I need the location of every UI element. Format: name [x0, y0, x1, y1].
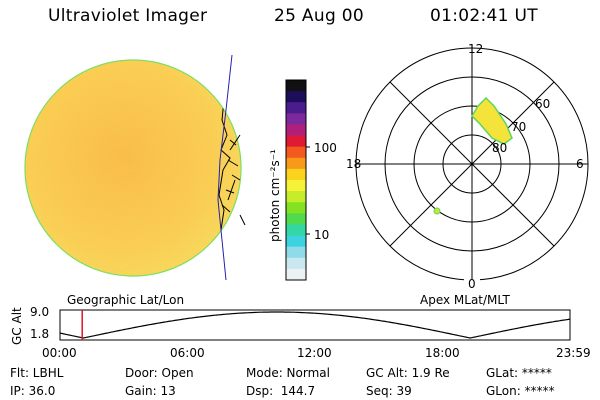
altitude-curve [59, 311, 571, 339]
colorbar-stripe [286, 213, 306, 225]
colorbar-stripe [286, 135, 306, 148]
colorbar-stripe [286, 124, 306, 137]
colorbar-stripe [286, 246, 306, 259]
instrument-title: Ultraviolet Imager [48, 6, 208, 26]
terminator-line [217, 54, 233, 281]
colorbar-stripe [286, 257, 306, 270]
colorbar-stripe [286, 202, 306, 214]
colorbar-stripe [286, 180, 306, 192]
altitude-ytick-9: 9.0 [30, 305, 50, 319]
colorbar-stripe [286, 157, 306, 170]
altitude-xtick-3: 18:00 [425, 346, 460, 360]
coastline [218, 99, 231, 246]
image-date: 25 Aug 00 [274, 6, 364, 26]
colorbar-stripe [286, 113, 306, 125]
colorbar-stripe [286, 80, 306, 92]
info-dsp: Dsp: 144.7 [246, 384, 316, 398]
apex-caption: Apex MLat/MLT [420, 293, 510, 307]
lat-label-60: 60 [535, 97, 551, 111]
altitude-xtick-2: 12:00 [297, 346, 332, 360]
altitude-ylabel: GC Alt [10, 307, 24, 345]
info-mode: Mode: Normal [246, 366, 330, 380]
info-door: Door: Open [125, 366, 194, 380]
info-seq: Seq: 39 [366, 384, 412, 398]
lat-label-80: 80 [492, 141, 508, 155]
colorbar-stripe [286, 102, 306, 114]
image-time: 01:02:41 UT [430, 6, 538, 26]
info-gain: Gain: 13 [125, 384, 176, 398]
polar-plot [355, 47, 589, 292]
colorbar-stripe [286, 168, 306, 181]
colorbar-tick-100: 100 [314, 141, 337, 155]
colorbar-unit-label: photon cm⁻²s⁻¹ [268, 149, 282, 242]
mlt-label-0: 0 [468, 277, 476, 291]
mlt-label-18: 18 [346, 157, 362, 171]
colorbar-stripe [286, 191, 306, 203]
info-ip: IP: 36.0 [10, 384, 56, 398]
mlt-label-12: 12 [468, 42, 484, 56]
altitude-xtick-1: 06:00 [170, 346, 205, 360]
colorbar-stripe [286, 146, 306, 159]
colorbar-stripe [286, 268, 306, 281]
info-flt: Flt: LBHL [10, 366, 64, 380]
info-gc-alt: GC Alt: 1.9 Re [366, 366, 450, 380]
geographic-image [24, 54, 246, 281]
geographic-caption: Geographic Lat/Lon [67, 293, 185, 307]
lat-label-70: 70 [511, 120, 527, 134]
altitude-plot [59, 309, 571, 341]
info-glat: GLat: ***** [486, 366, 552, 380]
colorbar-stripe [286, 91, 306, 103]
mlt-label-6: 6 [576, 157, 584, 171]
colorbar-stripe [286, 224, 306, 237]
info-glon: GLon: ***** [486, 384, 555, 398]
colorbar-tick-10: 10 [314, 228, 330, 242]
colorbar [285, 79, 310, 281]
aurora-oval [471, 96, 513, 145]
colorbar-stripe [286, 235, 306, 248]
altitude-xtick-0: 00:00 [42, 346, 77, 360]
altitude-ytick-1.8: 1.8 [30, 327, 50, 341]
aurora-patch [433, 207, 441, 215]
altitude-xtick-4: 23:59 [556, 346, 591, 360]
